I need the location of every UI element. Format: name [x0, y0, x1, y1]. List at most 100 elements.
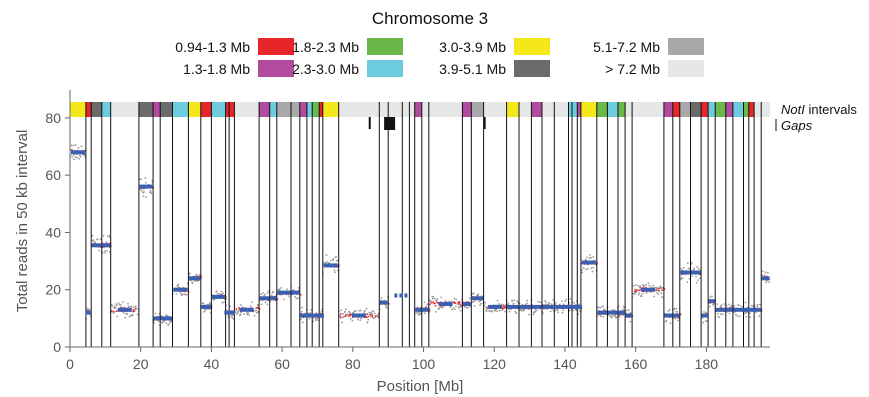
read-point: [453, 297, 456, 300]
read-point: [639, 285, 641, 288]
chart-title: Chromosome 3: [372, 9, 488, 28]
read-point: [454, 308, 456, 310]
read-point: [524, 303, 527, 306]
read-point: [584, 268, 587, 271]
read-point: [416, 306, 419, 309]
read-point: [76, 156, 79, 159]
read-point: [676, 311, 678, 313]
read-point: [466, 307, 469, 309]
read-point: [645, 292, 648, 294]
read-point: [501, 309, 504, 311]
legend-swatch: [258, 38, 294, 55]
read-point: [99, 238, 102, 240]
read-point: [435, 299, 438, 302]
read-point: [278, 288, 281, 291]
read-point: [436, 298, 439, 300]
read-point: [130, 305, 133, 308]
read-point: [568, 309, 571, 312]
read-point: [434, 311, 437, 313]
read-point: [132, 306, 135, 308]
read-point: [552, 299, 555, 301]
legend-label: 3.0-3.9 Mb: [439, 39, 506, 55]
read-point: [763, 274, 766, 277]
read-point: [636, 289, 639, 291]
read-point: [504, 310, 506, 313]
read-point: [70, 144, 73, 147]
read-point: [223, 301, 225, 304]
read-point: [369, 311, 371, 314]
read-point: [479, 304, 481, 306]
read-point: [494, 309, 497, 312]
noti-interval-bar: [70, 102, 770, 117]
smoothed-point: [502, 307, 504, 310]
read-point: [374, 316, 377, 319]
read-point: [611, 314, 614, 317]
read-point: [98, 249, 100, 252]
read-point: [738, 315, 741, 318]
noti-intervals-label: NotI intervals: [781, 102, 857, 117]
read-point: [140, 190, 143, 192]
read-point: [581, 269, 584, 271]
smoothed-point: [436, 301, 438, 303]
read-point: [78, 158, 81, 160]
read-point: [719, 305, 722, 307]
read-point: [703, 311, 705, 313]
read-point: [498, 309, 501, 312]
read-point: [610, 316, 613, 319]
interval-segment: [269, 102, 277, 117]
interval-segment: [748, 102, 755, 117]
read-point: [749, 316, 752, 318]
read-point: [74, 156, 77, 158]
read-point: [418, 311, 421, 314]
read-point: [308, 317, 311, 320]
read-point: [690, 262, 693, 264]
read-point: [263, 294, 265, 297]
interval-segment: [379, 102, 389, 117]
read-point: [246, 311, 248, 314]
read-point: [737, 303, 740, 306]
read-point: [480, 302, 482, 305]
read-point: [149, 189, 152, 192]
read-point: [516, 300, 519, 303]
read-point: [314, 317, 317, 320]
interval-segment: [225, 102, 230, 117]
read-point: [643, 284, 646, 287]
read-point: [647, 282, 650, 285]
legend-label: 1.8-2.3 Mb: [292, 39, 359, 55]
read-point: [230, 315, 233, 317]
read-point: [733, 305, 736, 307]
read-point: [317, 319, 319, 322]
interval-segment: [754, 102, 762, 117]
read-point: [459, 303, 461, 306]
read-point: [637, 294, 640, 296]
read-point: [333, 269, 336, 271]
read-point: [756, 305, 759, 308]
read-point: [417, 314, 420, 316]
read-point: [682, 266, 685, 269]
interval-segment: [715, 102, 726, 117]
read-point: [366, 321, 369, 324]
legend-swatch: [668, 38, 704, 55]
read-point: [165, 322, 168, 324]
smoothed-point: [344, 315, 347, 318]
read-point: [234, 311, 237, 314]
smoothed-point: [453, 301, 456, 303]
read-point: [537, 300, 539, 303]
interval-segment: [200, 102, 212, 117]
read-point: [637, 284, 640, 287]
interval-segment: [188, 102, 201, 117]
read-point: [358, 309, 360, 312]
read-point: [185, 293, 188, 296]
read-point: [235, 307, 238, 310]
read-point: [122, 312, 125, 314]
read-point: [669, 322, 672, 325]
read-point: [106, 235, 109, 238]
read-point: [539, 301, 541, 303]
read-point: [523, 308, 526, 311]
legend-item: 0.94-1.3 Mb: [175, 38, 294, 55]
legend-item: 1.8-2.3 Mb: [292, 38, 403, 55]
read-point: [251, 301, 254, 304]
read-point: [438, 306, 441, 309]
read-point: [369, 315, 372, 318]
read-point: [267, 291, 269, 294]
